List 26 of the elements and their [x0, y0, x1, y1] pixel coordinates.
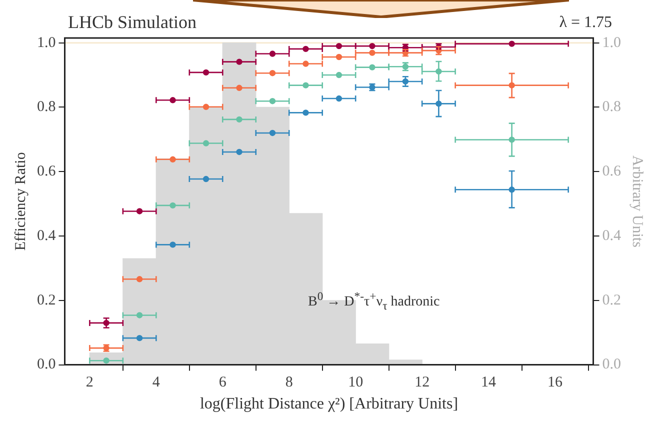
- y-tick-label: 0.6: [37, 164, 56, 180]
- y2-tick-label: 0.8: [602, 99, 621, 116]
- y-tick-label: 1.0: [37, 34, 56, 51]
- x-axis-title: log(Flight Distance χ²) [Arbitrary Units]: [200, 396, 458, 413]
- text: B$^{0}$ → D$^{*-}$τ$^{+}$ν$_{τ}$ hadronic: [308, 290, 440, 312]
- chart-subtitle: λ = 1.75: [559, 14, 612, 32]
- x-tick-label: 6: [218, 374, 227, 391]
- y-tick-label: 0.0: [37, 356, 56, 373]
- y-axis-title: Efficiency Ratio: [12, 152, 29, 251]
- y-tick-label: 0.8: [37, 99, 56, 116]
- x-tick-label: 12: [414, 374, 430, 391]
- x-tick-label: 14: [481, 374, 497, 391]
- y2-tick-label: 0.0: [602, 356, 621, 373]
- x-tick-label: 10: [348, 374, 364, 391]
- y-tick-label: 0.4: [37, 228, 56, 244]
- y2-tick-label: 0.6: [602, 164, 622, 180]
- y2-tick-label: 1.0: [602, 34, 621, 51]
- y-tick-label: 0.2: [37, 292, 56, 308]
- chart-title: LHCb Simulation: [68, 12, 197, 33]
- x-tick-label: 4: [152, 374, 160, 391]
- x-tick-label: 16: [548, 374, 564, 391]
- x-tick-label: 2: [86, 374, 94, 391]
- x-tick-label: 8: [285, 374, 293, 391]
- y2-tick-label: 0.4: [602, 228, 622, 244]
- y2-axis-title: Arbitrary Units: [629, 155, 646, 248]
- y2-tick-label: 0.2: [602, 292, 621, 308]
